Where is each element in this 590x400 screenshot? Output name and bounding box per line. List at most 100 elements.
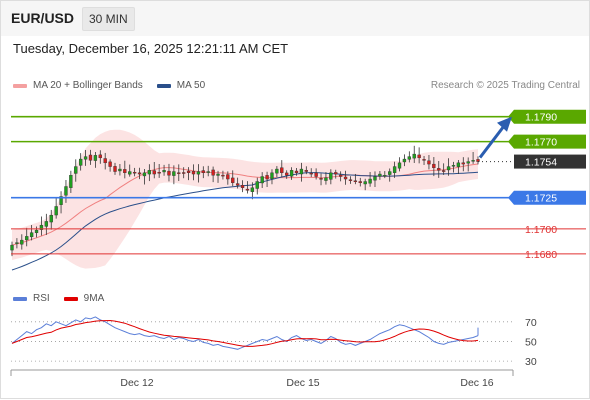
candle-body (103, 158, 107, 164)
candle (319, 173, 323, 186)
candle-body (191, 171, 196, 175)
candle (392, 161, 397, 178)
timestamp: Tuesday, December 16, 2025 12:21:11 AM C… (13, 41, 289, 56)
candle-body (324, 177, 328, 181)
candle (432, 157, 436, 177)
candle (59, 191, 63, 214)
candle (353, 173, 358, 185)
candle-body (34, 229, 39, 234)
level-label: 1.1700 (525, 224, 557, 236)
research-credit: Research © 2025 Trading Central (430, 80, 580, 91)
candle (216, 170, 220, 183)
candle (88, 149, 93, 165)
candle-body (211, 169, 215, 176)
candle (363, 178, 367, 191)
candle-body (74, 166, 78, 174)
candle-body (373, 176, 377, 181)
candle-body (64, 186, 68, 196)
candle (25, 227, 29, 247)
candle (368, 171, 372, 187)
level-tag (508, 134, 586, 149)
candle-body (432, 163, 436, 169)
candle-body (388, 171, 392, 175)
candle-body (358, 181, 362, 183)
candle-body (250, 187, 255, 192)
candle (280, 160, 284, 178)
last-price-tag (514, 154, 586, 169)
candle-body (427, 160, 431, 165)
candle (255, 177, 259, 195)
candle (15, 238, 19, 249)
candle-body (265, 175, 269, 180)
candle-body (363, 181, 367, 185)
candle-body (437, 168, 441, 171)
candle-body (177, 172, 181, 174)
candle (329, 169, 333, 185)
candle-body (240, 185, 245, 188)
candle-body (275, 168, 279, 174)
candle (451, 161, 456, 173)
candle-body (44, 221, 49, 227)
candle-body (118, 168, 122, 172)
rsi-legend: RSI 9MA (13, 293, 104, 304)
candle (20, 234, 24, 250)
candle-body (299, 168, 304, 175)
candle (446, 158, 451, 176)
candle-body (456, 162, 461, 167)
rsi-tick-label: 70 (525, 317, 537, 329)
level-label: 1.1790 (525, 112, 557, 124)
candle-body (392, 166, 397, 173)
candle (383, 171, 387, 179)
candle (466, 157, 470, 172)
candle-body (128, 171, 132, 175)
candle-body (20, 239, 24, 245)
candle-body (113, 166, 117, 172)
candle-body (461, 162, 465, 165)
candle-body (231, 177, 235, 183)
candle (206, 165, 210, 177)
x-tick-label: Dec 16 (460, 377, 493, 389)
rsi-ma-swatch (63, 296, 78, 301)
candle (64, 180, 68, 203)
candle-body (206, 171, 210, 173)
candle (422, 155, 426, 166)
candle-body (260, 176, 264, 184)
candle (191, 164, 196, 181)
candle (427, 155, 431, 170)
candle-body (348, 179, 353, 181)
candle (108, 159, 112, 172)
candle (123, 160, 127, 179)
candle (471, 152, 475, 164)
candle (177, 164, 181, 182)
candle-body (343, 176, 348, 180)
level-tag (508, 190, 586, 205)
candle (250, 182, 255, 200)
candle-body (108, 161, 112, 167)
candle (407, 151, 411, 163)
candle-body (383, 175, 387, 177)
candle-body (270, 172, 274, 180)
candle (294, 168, 299, 176)
candle-body (123, 169, 127, 174)
candle-body (289, 170, 294, 177)
candle-body (54, 206, 58, 216)
candle (211, 166, 215, 183)
candle-body (196, 171, 201, 175)
candle-body (152, 170, 156, 175)
ma20-swatch (13, 83, 27, 88)
candle (98, 150, 102, 164)
candle (132, 167, 137, 177)
ma20-legend-label: MA 20 + Bollinger Bands (33, 80, 143, 91)
candle-body (441, 170, 446, 172)
candle (235, 177, 240, 189)
candle-body (93, 155, 98, 161)
candle (34, 226, 39, 238)
timeframe-badge[interactable]: 30 MIN (82, 7, 135, 31)
candle (461, 157, 465, 172)
candle-body (397, 162, 402, 169)
rsi-ma-line (11, 319, 479, 347)
candle (54, 198, 58, 219)
instrument-title: EUR/USD (11, 10, 75, 26)
candlesticks (10, 145, 480, 257)
